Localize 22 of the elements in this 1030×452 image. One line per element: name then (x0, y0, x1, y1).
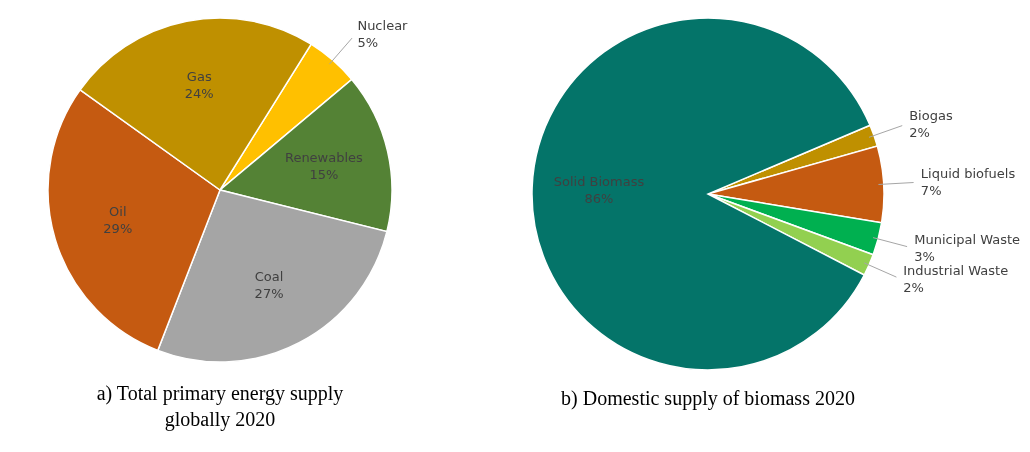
slice-label: Liquid biofuels (920, 166, 1016, 182)
text: a) Total primary energy supply globally 2020 (96, 382, 344, 431)
slice-label: Coal (254, 268, 284, 284)
slice-label: Oil (109, 204, 127, 220)
data-label: 86% (584, 190, 614, 206)
data-label: 24% (184, 86, 214, 102)
data-label: 29% (103, 221, 133, 237)
text: b) Domestic supply of biomass 2020 (561, 387, 855, 410)
slice-label: Municipal Waste (914, 231, 1021, 247)
data-label: 5% (357, 35, 379, 51)
data-label: 27% (254, 285, 284, 301)
data-label: 3% (914, 248, 935, 264)
data-label: 7% (920, 183, 942, 199)
slice-label: Biogas (909, 107, 953, 123)
slice-label: Nuclear (357, 18, 409, 34)
data-label: 2% (903, 280, 924, 296)
data-label: 2% (909, 124, 930, 140)
slice-label: Industrial Waste (903, 263, 1009, 279)
data-label: 15% (309, 167, 339, 183)
slice-label: Gas (186, 69, 212, 85)
slice-label: Solid Biomass (553, 173, 645, 189)
slice-label: Renewables (284, 150, 364, 166)
